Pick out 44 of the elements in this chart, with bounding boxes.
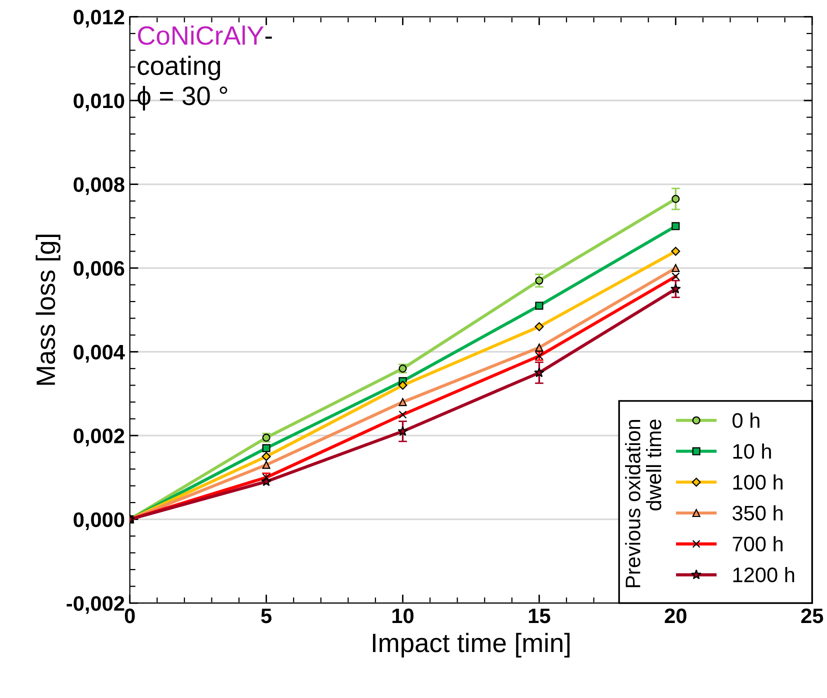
point	[672, 194, 680, 203]
y-axis-title: Mass loss [g]	[36, 234, 60, 385]
y-tick-label: 0,010	[74, 94, 124, 112]
point	[670, 284, 681, 294]
y-tick-label: 0,002	[74, 428, 124, 446]
y-tick-label: 0,012	[74, 10, 124, 28]
point	[261, 476, 272, 486]
annotation: ϕ = 30 °	[138, 86, 228, 110]
x-axis-title: Impact time [min]	[372, 632, 570, 658]
x-tick-label: 10	[392, 608, 414, 624]
point	[398, 380, 408, 390]
point	[262, 452, 271, 461]
x-tick-label: 5	[261, 608, 272, 624]
annotation: -	[265, 36, 272, 39]
point	[534, 322, 544, 332]
point	[398, 426, 408, 436]
point	[262, 444, 270, 452]
point	[398, 398, 407, 406]
y-tick-label: 0,000	[74, 512, 124, 530]
x-tick-label: 25	[801, 608, 824, 624]
y-tick-label: 0,004	[74, 344, 125, 363]
point	[262, 460, 270, 469]
legend-title: Previous oxidation dwell time	[625, 420, 662, 588]
x-tick-label: 0	[124, 608, 135, 624]
point	[534, 367, 544, 378]
point	[671, 246, 680, 256]
point	[672, 222, 680, 230]
legend-label: 1200 h	[733, 566, 794, 582]
y-tick-label: 0,006	[74, 261, 124, 279]
annotation: CoNiCrAlY	[138, 26, 264, 45]
point	[535, 276, 544, 285]
x-tick-label: 20	[664, 608, 686, 624]
legend-label: 350 h	[732, 505, 783, 521]
point	[535, 344, 544, 352]
legend-label: 700 h	[732, 536, 783, 552]
point	[672, 264, 680, 272]
x-tick-label: 15	[528, 608, 550, 624]
y-tick-label: 0,008	[74, 177, 124, 196]
legend-label: 10 h	[733, 443, 771, 459]
annotation: coating	[138, 56, 220, 80]
legend-label: 100 h	[733, 474, 783, 490]
y-tick-label: -0,002	[66, 596, 124, 614]
point	[535, 302, 544, 310]
legend-label: 0 h	[732, 412, 760, 428]
